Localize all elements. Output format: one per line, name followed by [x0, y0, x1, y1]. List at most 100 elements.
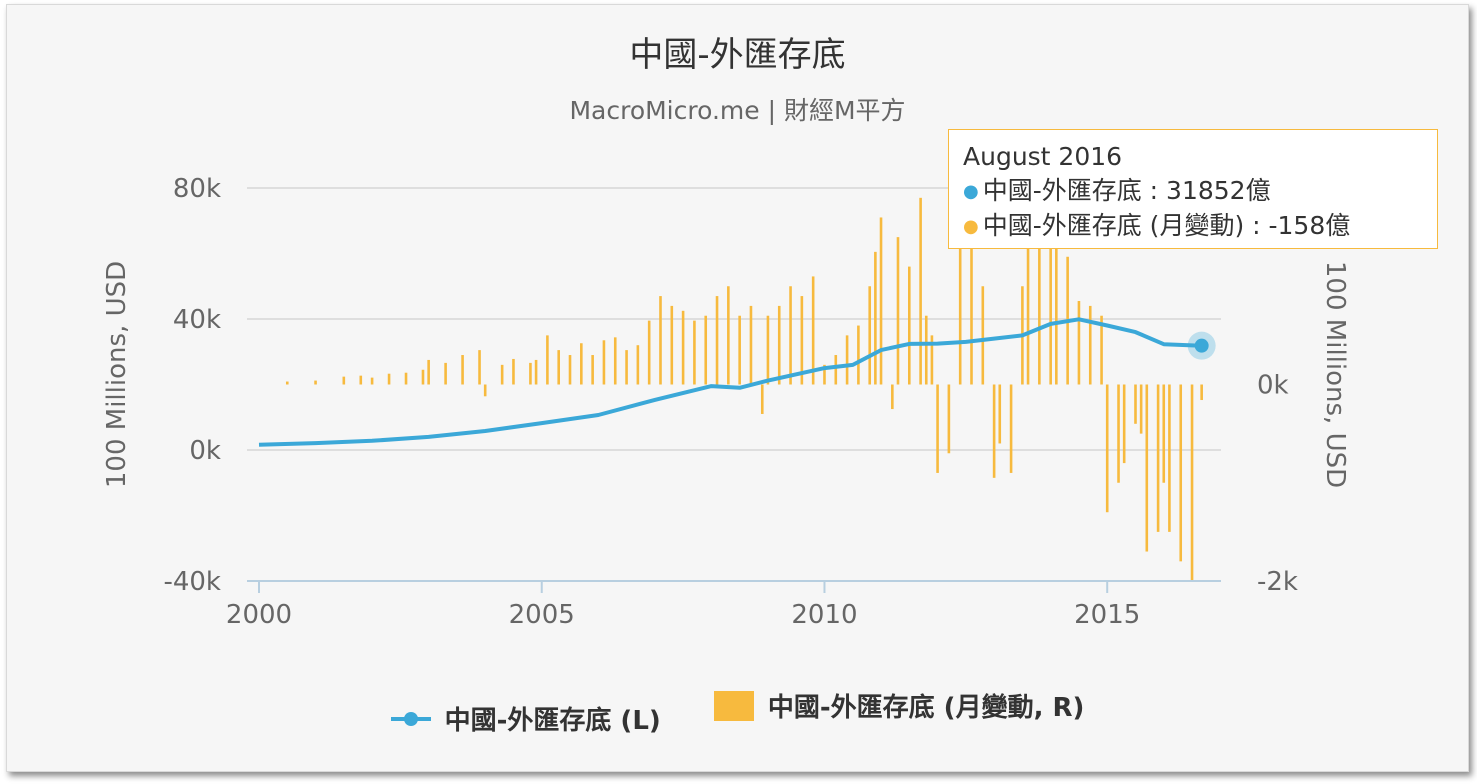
bar	[534, 359, 538, 385]
bar	[1139, 384, 1143, 434]
chart-subtitle: MacroMicro.me | 財經M平方	[569, 96, 906, 125]
line-dot-icon: ●	[963, 181, 979, 202]
bar-dot-icon: ●	[963, 216, 979, 237]
bar	[1009, 384, 1013, 473]
line-series[interactable]	[258, 317, 1216, 447]
legend-item-line[interactable]: 中國-外匯存底 (L)	[390, 700, 661, 737]
bar	[557, 350, 561, 385]
bar	[370, 377, 374, 385]
bar	[919, 197, 922, 385]
bar	[546, 335, 549, 385]
bar	[1055, 227, 1058, 385]
bar	[930, 335, 934, 385]
bar	[1168, 384, 1171, 532]
bar	[789, 286, 792, 385]
bar	[981, 286, 985, 385]
legend: 中國-外匯存底 (L) 中國-外匯存底 (月變動, R)	[7, 687, 1468, 737]
bar	[625, 350, 628, 385]
bar	[568, 355, 572, 385]
bar	[715, 296, 719, 385]
bar	[970, 246, 973, 385]
left-tick-label: 40k	[173, 305, 221, 335]
tooltip-bar-text: 中國-外匯存底 (月變動) : -158億	[982, 211, 1351, 240]
bar	[1088, 305, 1092, 385]
bar	[800, 296, 804, 385]
bar	[749, 305, 753, 385]
bar	[693, 320, 696, 385]
bar	[602, 340, 606, 385]
bar	[1077, 300, 1081, 385]
bar-swatch-icon	[713, 690, 754, 721]
bar	[359, 375, 363, 385]
bar	[461, 355, 464, 385]
right-axis-title: 100 Millions, USD	[1320, 261, 1350, 488]
x-tick-label: 2005	[509, 600, 575, 630]
bar	[907, 266, 911, 385]
bar	[529, 362, 532, 385]
bar	[580, 343, 583, 385]
bar	[500, 364, 504, 385]
left-tick-label: 0k	[189, 436, 221, 466]
bar	[342, 376, 346, 385]
bar	[613, 337, 617, 385]
legend-bar-label: 中國-外匯存底 (月變動, R)	[767, 693, 1085, 723]
x-tick-label: 2010	[791, 600, 857, 630]
bar	[834, 355, 838, 385]
tooltip-bar-row: ● 中國-外匯存底 (月變動) : -158億	[963, 209, 1423, 244]
bar	[1190, 384, 1194, 581]
bar	[868, 286, 872, 385]
right-tick-label: -2k	[1257, 567, 1298, 597]
bar	[1179, 384, 1183, 562]
bar	[483, 384, 487, 397]
x-tick-label: 2000	[226, 600, 292, 630]
bar	[659, 296, 662, 385]
hover-point	[1194, 338, 1209, 353]
chart-frame: 中國-外匯存底 MacroMicro.me | 財經M平方 -40k 0k 40k 8…	[6, 4, 1469, 772]
bar	[845, 335, 849, 385]
bar	[891, 384, 894, 410]
bar	[936, 384, 939, 473]
bar	[1122, 384, 1126, 464]
bar	[874, 251, 877, 385]
bar	[1156, 384, 1160, 532]
legend-line-label: 中國-外匯存底 (L)	[444, 706, 661, 736]
bar	[811, 276, 815, 385]
bar	[727, 286, 730, 385]
bar	[1134, 384, 1137, 424]
bar	[1145, 384, 1149, 552]
bar	[992, 384, 996, 478]
bar	[704, 315, 708, 385]
chart-title: 中國-外匯存底	[629, 35, 846, 75]
legend-item-bar[interactable]: 中國-外匯存底 (月變動, R)	[713, 687, 1085, 724]
bar	[738, 315, 741, 385]
bar	[1117, 384, 1120, 483]
bar	[591, 355, 594, 385]
bar	[421, 369, 425, 385]
bar	[1038, 237, 1041, 385]
bar	[387, 373, 391, 385]
bar	[681, 310, 685, 385]
bar	[314, 380, 317, 385]
bar	[924, 315, 928, 385]
line-swatch-icon	[390, 711, 431, 726]
bar	[512, 358, 515, 385]
bar	[998, 384, 1002, 444]
bar	[1200, 384, 1203, 401]
bar	[670, 305, 674, 385]
tooltip-line-text: 中國-外匯存底 : 31852億	[982, 176, 1271, 205]
bar	[958, 246, 962, 385]
bar	[947, 384, 951, 454]
left-tick-label: -40k	[163, 567, 221, 597]
tooltip-date: August 2016	[963, 142, 1123, 171]
bar	[766, 315, 770, 385]
bar	[647, 320, 651, 385]
bar	[760, 384, 764, 414]
bar	[404, 372, 408, 385]
tooltip: August 2016 ● 中國-外匯存底 : 31852億 ● 中國-外匯存底 (…	[948, 129, 1438, 249]
bar	[1100, 315, 1103, 385]
tooltip-line-row: ● 中國-外匯存底 : 31852億	[963, 174, 1423, 209]
bar	[879, 217, 883, 385]
bar	[896, 237, 900, 385]
